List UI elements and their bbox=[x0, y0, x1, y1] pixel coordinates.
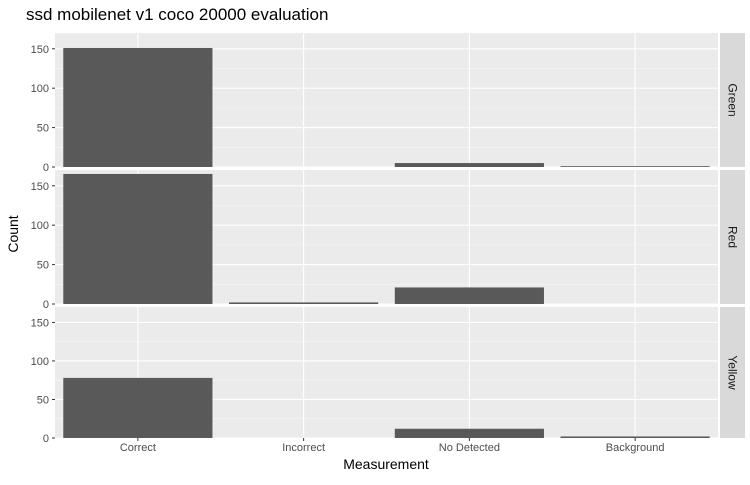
y-tick-label: 100 bbox=[31, 220, 49, 232]
facet-strip bbox=[720, 307, 745, 438]
y-tick-label: 150 bbox=[31, 181, 49, 193]
bar-green-no-detected bbox=[394, 163, 544, 167]
y-tick-label: 100 bbox=[31, 83, 49, 95]
y-tick-label: 0 bbox=[43, 162, 49, 174]
chart-title: ssd mobilenet v1 coco 20000 evaluation bbox=[26, 5, 328, 24]
bar-green-correct bbox=[63, 47, 213, 167]
bar-yellow-no-detected bbox=[394, 428, 544, 438]
bar-red-no-detected bbox=[394, 287, 544, 304]
facet-panel-green: 0 50 100 150 Green bbox=[31, 33, 745, 174]
y-tick-label: 100 bbox=[31, 356, 49, 368]
y-tick-label: 50 bbox=[37, 123, 49, 135]
x-tick-label: Incorrect bbox=[282, 442, 325, 454]
bar-red-correct bbox=[63, 173, 213, 304]
bar-red-incorrect bbox=[229, 302, 379, 304]
facet-panels: 0 50 100 150 Green 0 50 100 150 Red 0 50 100 150 Yello… bbox=[31, 33, 745, 454]
x-tick-label: Correct bbox=[120, 442, 156, 454]
y-tick-label: 50 bbox=[37, 394, 49, 406]
facet-strip-label: Red bbox=[726, 226, 740, 248]
facet-panel-red: 0 50 100 150 Red bbox=[31, 170, 745, 311]
x-tick-label: No Detected bbox=[439, 442, 500, 454]
facet-strip bbox=[720, 170, 745, 304]
x-axis-title: Measurement bbox=[343, 456, 429, 472]
bar-yellow-correct bbox=[63, 377, 213, 438]
facet-panel-yellow: 0 50 100 150 Yellow bbox=[31, 307, 745, 445]
facet-strip bbox=[720, 33, 745, 167]
y-axis-title: Count bbox=[5, 215, 21, 252]
facet-strip-label: Yellow bbox=[726, 355, 740, 390]
facet-strip-label: Green bbox=[726, 83, 740, 116]
y-tick-label: 150 bbox=[31, 317, 49, 329]
bar-yellow-background bbox=[560, 436, 710, 438]
x-tick-label: Background bbox=[606, 442, 665, 454]
y-tick-label: 50 bbox=[37, 260, 49, 272]
y-tick-label: 150 bbox=[31, 44, 49, 56]
y-tick-label: 0 bbox=[43, 433, 49, 445]
y-tick-label: 0 bbox=[43, 299, 49, 311]
bar-green-background bbox=[560, 166, 710, 167]
